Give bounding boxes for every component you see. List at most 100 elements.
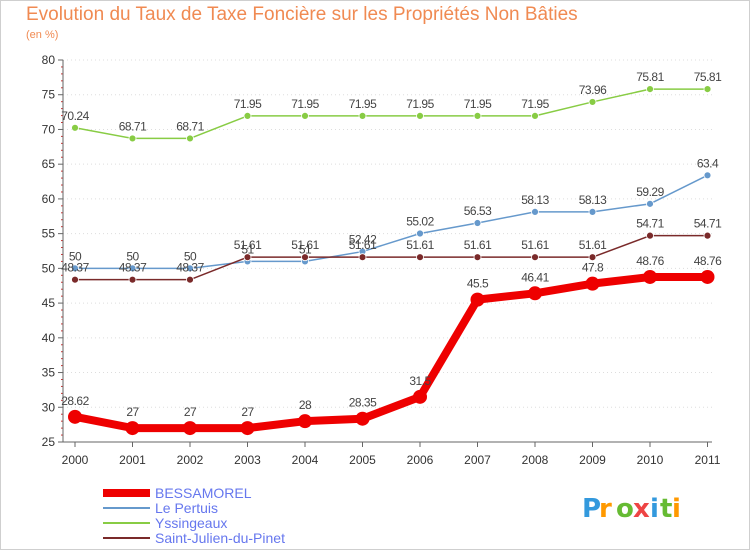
data-label-saint-julien-du-pinet-2004: 51.61 [291, 238, 319, 252]
data-label-yssingeaux-2011: 75.81 [694, 70, 722, 84]
point-saint-julien-du-pinet-2011 [703, 231, 712, 240]
y-tick-label-55: 55 [42, 227, 56, 241]
data-label-yssingeaux-2006: 71.95 [406, 97, 434, 111]
data-label-saint-julien-du-pinet-2000: 48.37 [61, 261, 89, 275]
y-tick-label-25: 25 [42, 435, 56, 449]
point-bessamorel-2001 [125, 421, 140, 436]
point-saint-julien-du-pinet-2001 [128, 275, 137, 284]
point-bessamorel-2000 [68, 409, 82, 424]
point-yssingeaux-2000 [71, 123, 79, 132]
point-bessamorel-2007 [470, 292, 485, 307]
data-label-bessamorel-2007: 45.5 [467, 277, 489, 291]
point-yssingeaux-2003 [243, 112, 252, 120]
point-bessamorel-2009 [585, 276, 600, 291]
data-label-yssingeaux-2002: 68.71 [176, 119, 204, 133]
x-tick-label-2007: 2007 [464, 453, 491, 467]
data-label-saint-julien-du-pinet-2011: 54.71 [694, 217, 722, 231]
data-label-le-pertuis-2005: 52.42 [349, 233, 377, 247]
data-label-bessamorel-2006: 31.5 [409, 374, 431, 388]
point-saint-julien-du-pinet-2010 [646, 231, 654, 240]
data-label-bessamorel-2008: 46.41 [521, 270, 549, 284]
grid-lines [63, 59, 712, 443]
data-label-bessamorel-2011: 48.76 [694, 254, 722, 268]
y-tick-label-50: 50 [42, 261, 56, 275]
y-tick-label-65: 65 [42, 157, 56, 171]
point-yssingeaux-2002 [186, 134, 194, 143]
point-saint-julien-du-pinet-2008 [531, 253, 539, 262]
point-saint-julien-du-pinet-2000 [71, 275, 79, 284]
point-saint-julien-du-pinet-2009 [588, 253, 597, 262]
point-le-pertuis-2010 [646, 199, 654, 208]
point-bessamorel-2011 [700, 269, 715, 284]
y-tick-label-40: 40 [42, 331, 56, 345]
legend-label-saint-julien-du-pinet: Saint-Julien-du-Pinet [155, 530, 285, 546]
point-bessamorel-2005 [355, 411, 370, 426]
data-label-bessamorel-2002: 27 [184, 405, 197, 419]
x-tick-label-2011: 2011 [695, 453, 721, 467]
point-le-pertuis-2007 [473, 219, 482, 227]
data-label-yssingeaux-2008: 71.95 [521, 97, 549, 111]
series-line-le-pertuis [75, 174, 708, 270]
data-label-bessamorel-2003: 27 [241, 405, 254, 419]
logo-letter: o [616, 494, 634, 524]
point-bessamorel-2008 [528, 286, 542, 301]
series-group [68, 85, 715, 436]
data-label-bessamorel-2000: 28.62 [61, 394, 89, 408]
data-label-bessamorel-2004: 28 [299, 398, 312, 412]
point-bessamorel-2006 [413, 389, 427, 404]
x-tick-label-2003: 2003 [234, 453, 261, 467]
logo-letter: x [633, 494, 650, 524]
point-yssingeaux-2005 [358, 112, 367, 120]
series-line-saint-julien-du-pinet [75, 234, 708, 281]
point-saint-julien-du-pinet-2003 [243, 253, 252, 262]
point-yssingeaux-2004 [301, 112, 309, 120]
data-label-bessamorel-2010: 48.76 [636, 254, 664, 268]
y-tick-label-70: 70 [42, 122, 56, 136]
logo-letter: i [672, 494, 681, 524]
point-le-pertuis-2006 [416, 229, 424, 238]
data-label-yssingeaux-2010: 75.81 [636, 70, 664, 84]
point-le-pertuis-2008 [531, 207, 539, 216]
data-label-le-pertuis-2001: 50 [126, 249, 139, 263]
y-tick-label-30: 30 [42, 400, 56, 414]
point-le-pertuis-2002 [186, 264, 194, 273]
x-tick-label-2009: 2009 [579, 453, 606, 467]
chart-title: Evolution du Taux de Taxe Foncière sur l… [26, 4, 578, 25]
point-yssingeaux-2007 [473, 112, 482, 120]
data-label-yssingeaux-2004: 71.95 [291, 97, 319, 111]
data-label-le-pertuis-2008: 58.13 [521, 193, 549, 207]
data-label-saint-julien-du-pinet-2005: 51.61 [349, 238, 377, 252]
data-label-le-pertuis-2010: 59.29 [636, 185, 664, 199]
data-label-le-pertuis-2004: 51 [299, 242, 312, 256]
point-le-pertuis-2001 [128, 264, 137, 273]
y-tick-label-80: 80 [42, 53, 56, 67]
point-bessamorel-2010 [643, 269, 657, 284]
data-label-saint-julien-du-pinet-2010: 54.71 [636, 217, 664, 231]
point-yssingeaux-2006 [416, 112, 424, 120]
x-tick-label-2005: 2005 [349, 453, 376, 467]
y-tick-label-35: 35 [42, 366, 56, 380]
series-bessamorel [68, 269, 715, 436]
logo-letter: P [582, 494, 601, 524]
series-line-bessamorel [74, 272, 708, 433]
data-label-bessamorel-2005: 28.35 [349, 396, 377, 410]
data-label-saint-julien-du-pinet-2009: 51.61 [579, 238, 607, 252]
legend-label-bessamorel: BESSAMOREL [155, 485, 252, 501]
x-tick-label-2001: 2001 [119, 453, 146, 467]
point-le-pertuis-2011 [703, 171, 712, 180]
y-tick-label-60: 60 [42, 192, 56, 206]
point-saint-julien-du-pinet-2005 [358, 253, 367, 262]
point-yssingeaux-2008 [531, 112, 539, 120]
point-yssingeaux-2010 [646, 85, 654, 94]
data-label-yssingeaux-2007: 71.95 [464, 97, 492, 111]
proxiti-logo: Pr o x i t i [582, 494, 681, 524]
series-yssingeaux [71, 85, 712, 143]
x-tick-label-2008: 2008 [522, 453, 549, 467]
data-label-saint-julien-du-pinet-2003: 51.61 [234, 238, 262, 252]
point-saint-julien-du-pinet-2004 [301, 253, 309, 262]
x-tick-label-2002: 2002 [177, 453, 204, 467]
legend-label-yssingeaux: Yssingeaux [155, 515, 227, 531]
